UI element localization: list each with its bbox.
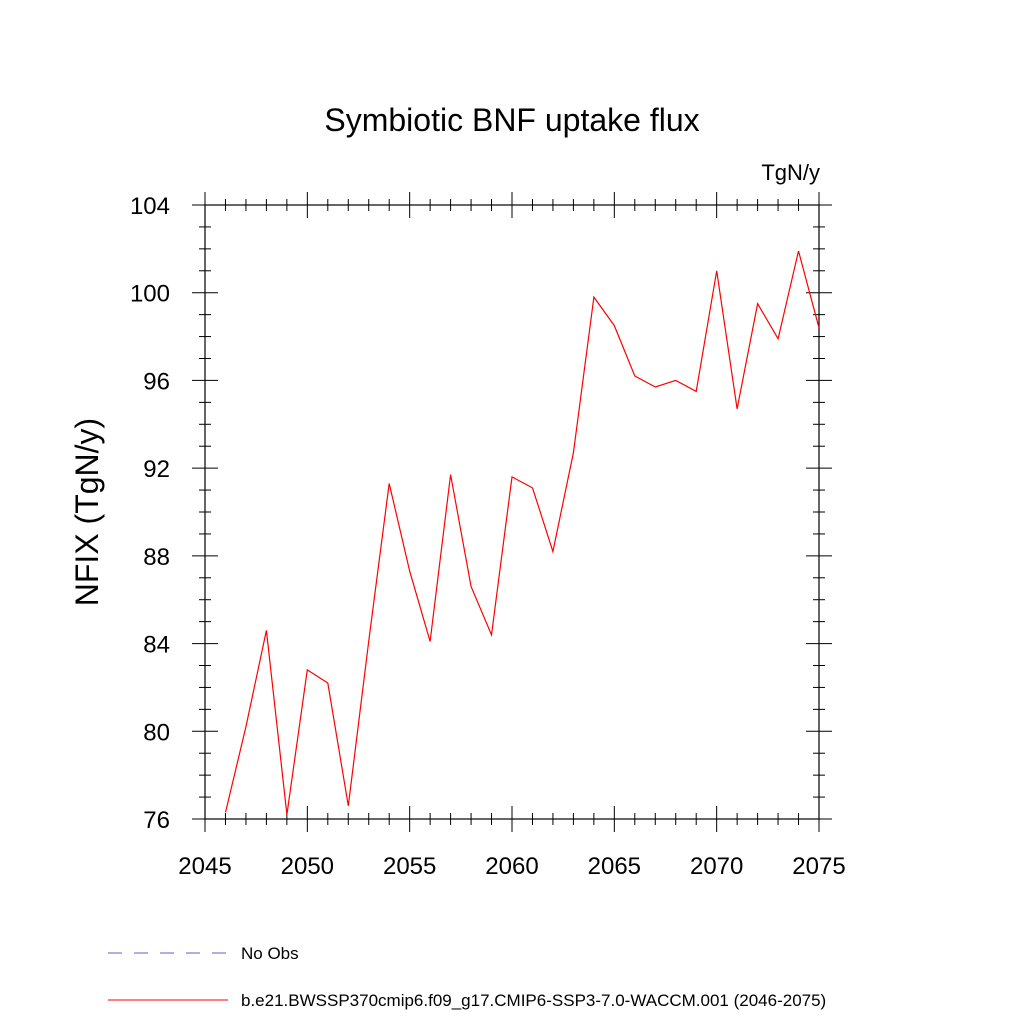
y-tick-label: 76 <box>143 807 170 834</box>
y-tick-label: 80 <box>143 719 170 746</box>
series-layer <box>224 250 820 815</box>
y-tick-label: 96 <box>143 368 170 395</box>
legend-label-no-obs: No Obs <box>241 944 299 963</box>
x-tick-label: 2060 <box>485 853 538 880</box>
x-axis: 2045 2050 2055 2060 2065 2070 2075 <box>178 192 846 880</box>
y-tick-label: 88 <box>143 544 170 571</box>
x-tick-label: 2075 <box>792 853 845 880</box>
y-axis: 76 80 84 88 92 96 100 104 <box>130 193 832 834</box>
y-tick-label: 92 <box>143 456 170 483</box>
y-tick-label: 104 <box>130 193 170 220</box>
x-tick-label: 2055 <box>383 853 436 880</box>
y-axis-label: NFIX (TgN/y) <box>69 418 105 606</box>
plot-frame <box>204 204 820 820</box>
x-tick-label: 2065 <box>588 853 641 880</box>
units-label: TgN/y <box>761 160 820 185</box>
x-tick-label: 2045 <box>178 853 231 880</box>
x-tick-label: 2050 <box>281 853 334 880</box>
x-tick-label: 2070 <box>690 853 743 880</box>
series-line <box>224 250 820 815</box>
legend-label-model: b.e21.BWSSP370cmip6.f09_g17.CMIP6-SSP3-7… <box>241 991 826 1010</box>
y-tick-label: 100 <box>130 281 170 308</box>
chart-title: Symbiotic BNF uptake flux <box>324 102 699 138</box>
y-tick-label: 84 <box>143 632 170 659</box>
legend: No Obs b.e21.BWSSP370cmip6.f09_g17.CMIP6… <box>108 944 826 1010</box>
